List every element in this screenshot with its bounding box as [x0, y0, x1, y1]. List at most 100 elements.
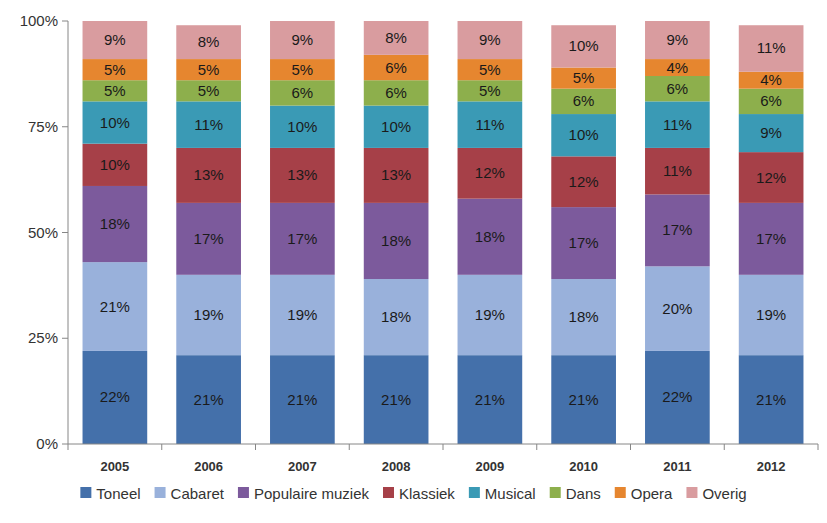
bar-segment	[83, 262, 148, 351]
bar-segment	[364, 203, 429, 279]
data-label: 22%	[100, 388, 130, 405]
data-label: 21%	[194, 391, 224, 408]
bar-segment	[270, 355, 335, 444]
bar-segment	[364, 55, 429, 80]
legend-label: Overig	[702, 485, 746, 502]
legend-item: Musical	[469, 485, 536, 502]
data-label: 19%	[194, 306, 224, 323]
data-label: 6%	[292, 84, 314, 101]
x-tick-label: 2006	[194, 459, 223, 474]
x-tick-label: 2007	[288, 459, 317, 474]
legend-label: Klassiek	[399, 485, 455, 502]
bar-segment	[551, 156, 616, 207]
bar-segment	[645, 148, 710, 195]
bar-segment	[458, 355, 523, 444]
x-tick	[68, 444, 69, 450]
data-label: 9%	[760, 124, 782, 141]
data-label: 21%	[381, 391, 411, 408]
legend-swatch	[80, 487, 91, 498]
legend-swatch	[615, 487, 626, 498]
legend-item: Klassiek	[383, 485, 455, 502]
data-label: 9%	[104, 31, 126, 48]
bar-segment	[364, 279, 429, 355]
legend-label: Dans	[566, 485, 601, 502]
bar-segment	[83, 351, 148, 444]
bar-segment	[551, 89, 616, 114]
bar-segment	[176, 25, 241, 59]
bar-segment	[270, 275, 335, 355]
bar-segment	[458, 59, 523, 80]
legend: Toneel Cabaret Populaire muziek Klassiek Mus…	[80, 485, 746, 502]
data-label: 18%	[381, 232, 411, 249]
axes: 0%25%50%75%100%2005200620072008200920102…	[20, 12, 818, 474]
data-label: 5%	[104, 82, 126, 99]
x-tick	[255, 444, 256, 450]
data-label: 4%	[760, 71, 782, 88]
data-label: 10%	[569, 37, 599, 54]
y-tick	[62, 338, 68, 339]
data-label: 17%	[756, 230, 786, 247]
bar-segment	[739, 114, 804, 152]
x-tick-label: 2012	[757, 459, 786, 474]
data-label: 17%	[569, 234, 599, 251]
y-tick	[62, 232, 68, 233]
legend-item: Dans	[550, 485, 601, 502]
bar-segment	[458, 275, 523, 355]
data-label: 17%	[194, 230, 224, 247]
data-label: 19%	[756, 306, 786, 323]
legend-item: Overig	[686, 485, 746, 502]
legend-item: Toneel	[80, 485, 140, 502]
legend-swatch	[469, 487, 480, 498]
bar-segment	[739, 25, 804, 72]
data-label: 10%	[100, 156, 130, 173]
bar-segment	[739, 152, 804, 203]
data-label: 6%	[385, 84, 407, 101]
data-label: 22%	[662, 388, 692, 405]
legend-item: Cabaret	[155, 485, 225, 502]
bar-segment	[551, 279, 616, 355]
data-label: 10%	[569, 126, 599, 143]
data-label: 17%	[287, 230, 317, 247]
x-tick-label: 2005	[100, 459, 129, 474]
data-label: 13%	[287, 166, 317, 183]
data-label: 9%	[479, 31, 501, 48]
x-tick-label: 2008	[382, 459, 411, 474]
data-label: 12%	[569, 173, 599, 190]
data-label: 18%	[475, 228, 505, 245]
data-label: 19%	[287, 306, 317, 323]
x-tick-label: 2011	[663, 459, 691, 474]
data-label: 10%	[100, 114, 130, 131]
data-label: 13%	[194, 166, 224, 183]
data-label: 19%	[475, 306, 505, 323]
data-label: 5%	[198, 61, 220, 78]
data-label: 11%	[757, 39, 786, 56]
data-label: 9%	[667, 31, 689, 48]
data-label: 10%	[381, 118, 411, 135]
data-label: 6%	[667, 80, 689, 97]
data-label: 6%	[385, 59, 407, 76]
data-labels: 22%21%21%21%21%21%22%21%21%19%19%18%19%1…	[100, 29, 786, 408]
data-label: 21%	[100, 298, 130, 315]
bar-segment	[645, 266, 710, 351]
bar-segment	[83, 186, 148, 262]
bar-segment	[364, 21, 429, 55]
data-label: 8%	[198, 33, 220, 50]
bar-segment	[176, 80, 241, 101]
data-label: 5%	[198, 82, 220, 99]
legend-item: Populaire muziek	[238, 485, 370, 502]
data-label: 18%	[100, 215, 130, 232]
bar-segment	[458, 101, 523, 148]
data-label: 18%	[569, 308, 599, 325]
bar-segment	[176, 101, 241, 148]
bar-segment	[458, 148, 523, 199]
bar-segment	[645, 21, 710, 59]
y-tick-label: 100%	[20, 12, 58, 29]
data-label: 12%	[475, 164, 505, 181]
bar-segment	[83, 80, 148, 101]
x-tick	[536, 444, 537, 450]
data-label: 18%	[381, 308, 411, 325]
data-label: 5%	[479, 82, 501, 99]
legend-label: Musical	[485, 485, 536, 502]
bar-segment	[645, 101, 710, 148]
x-tick-label: 2010	[569, 459, 598, 474]
